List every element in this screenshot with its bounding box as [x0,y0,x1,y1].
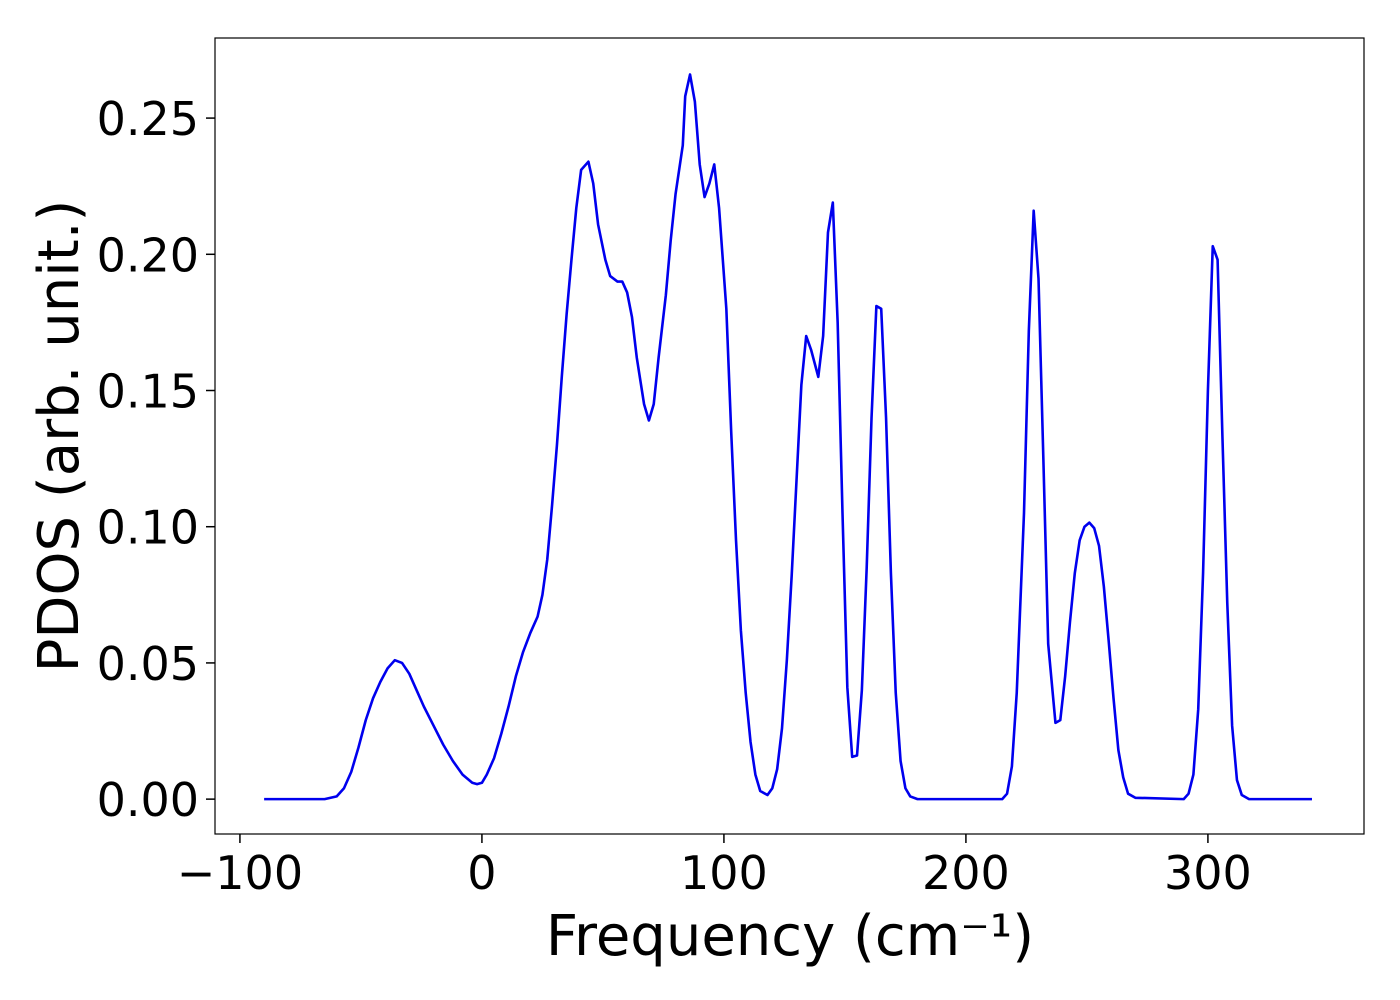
x-tick-label: 300 [1164,846,1252,900]
plot-frame [214,37,1365,835]
y-tick-label: 0.10 [97,501,199,555]
y-axis-label: PDOS (arb. unit.) [27,200,92,673]
y-tick-label: 0.20 [97,228,199,282]
x-tick-label: 100 [680,846,768,900]
y-tick-label: 0.25 [97,92,199,146]
y-tick-label: 0.05 [97,637,199,691]
x-axis-label: Frequency (cm⁻¹) [546,904,1034,969]
data-line [264,73,1312,801]
x-tick-label: −100 [177,846,303,900]
y-tick-label: 0.00 [97,773,199,827]
y-tick-label: 0.15 [97,365,199,419]
x-tick-label: 0 [467,846,496,900]
x-tick-label: 200 [922,846,1010,900]
